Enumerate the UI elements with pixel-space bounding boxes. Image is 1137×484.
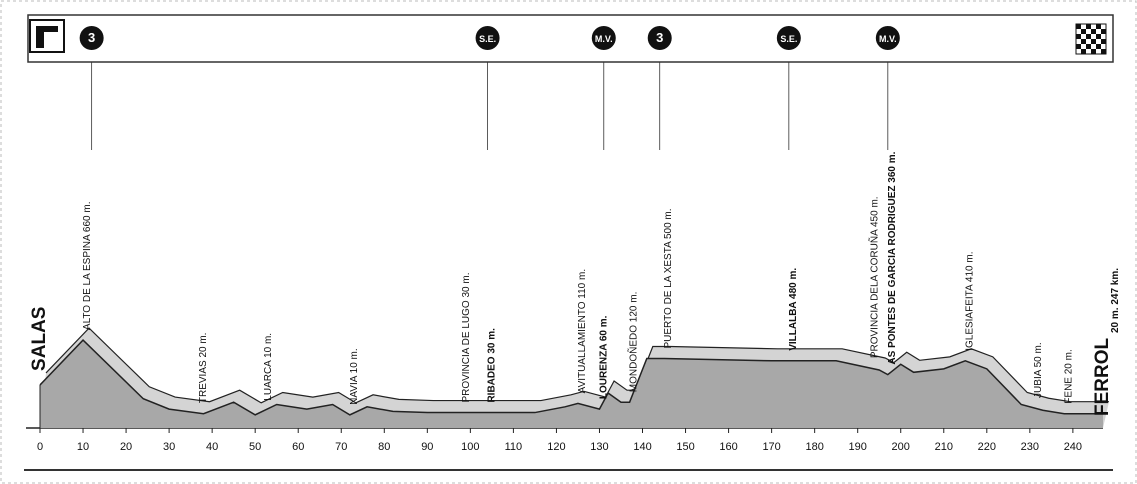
- flag-square: [1081, 29, 1086, 34]
- x-tick-label: 10: [77, 441, 89, 453]
- finish-flag: [1075, 23, 1107, 55]
- flag-square: [1076, 44, 1081, 49]
- place-label: JUBIA 50 m.: [1033, 342, 1044, 398]
- badge-label: S.E.: [780, 34, 797, 44]
- x-tick-label: 130: [590, 441, 608, 453]
- flag-square: [1076, 34, 1081, 39]
- badge: [776, 26, 801, 50]
- flag-square: [1086, 34, 1091, 39]
- flag-square: [1096, 24, 1101, 29]
- x-tick-label: 240: [1064, 441, 1082, 453]
- badge: [79, 26, 104, 50]
- badge-label: S.E.: [479, 34, 496, 44]
- badge-label: M.V.: [879, 34, 897, 44]
- place-label: SALAS: [29, 307, 50, 371]
- x-tick-label: 150: [676, 441, 694, 453]
- flag-square: [1081, 49, 1086, 54]
- place-label: FERROL: [1092, 338, 1113, 417]
- place-label: NAVIA 10 m.: [349, 348, 360, 405]
- flag-square: [1096, 44, 1101, 49]
- badge: [647, 26, 672, 50]
- x-tick-label: 200: [892, 441, 910, 453]
- place-label: LOURENZA 60 m.: [598, 315, 609, 399]
- x-tick-label: 190: [849, 441, 867, 453]
- flag-square: [1086, 24, 1091, 29]
- place-label: IGLESIAFEITA 410 m.: [964, 252, 975, 351]
- x-tick-label: 110: [505, 441, 523, 453]
- badge-label: M.V.: [595, 34, 613, 44]
- flag-square: [1101, 29, 1106, 34]
- place-label: AVITUALLAMIENTO 110 m.: [577, 269, 588, 393]
- x-tick-label: 100: [461, 441, 479, 453]
- x-tick-label: 70: [335, 441, 347, 453]
- flag-square: [1091, 39, 1096, 44]
- place-label: FENE 20 m.: [1063, 349, 1074, 403]
- x-tick-label: 90: [421, 441, 433, 453]
- flag-square: [1076, 24, 1081, 29]
- place-label: ALTO DE LA ESPINA 660 m.: [82, 202, 93, 331]
- flag-square: [1101, 39, 1106, 44]
- place-label: 20 m. 247 km.: [1110, 268, 1121, 333]
- badge-label: 3: [88, 30, 95, 45]
- x-tick-label: 230: [1021, 441, 1039, 453]
- place-label: RIBADEO 30 m.: [487, 328, 498, 403]
- badge: [475, 26, 500, 50]
- flag-square: [1101, 49, 1106, 54]
- x-tick-label: 220: [978, 441, 996, 453]
- flag-square: [1096, 34, 1101, 39]
- flag-square: [1091, 29, 1096, 34]
- place-label: PUERTO DE LA XESTA 500 m.: [663, 208, 674, 348]
- icon-banner: [27, 14, 1114, 63]
- x-tick-label: 40: [206, 441, 218, 453]
- x-tick-label: 120: [547, 441, 565, 453]
- x-tick-label: 20: [120, 441, 132, 453]
- place-label: VILLALBA 480 m.: [788, 268, 799, 351]
- x-tick-label: 170: [762, 441, 780, 453]
- x-tick-label: 0: [37, 441, 43, 453]
- flag-border: [1075, 23, 1107, 55]
- badge: [875, 26, 900, 50]
- badge: [591, 26, 616, 50]
- x-tick-label: 160: [719, 441, 737, 453]
- x-tick-label: 80: [378, 441, 390, 453]
- x-tick-label: 60: [292, 441, 304, 453]
- badge-label: 3: [656, 30, 663, 45]
- place-label: TREVIAS 20 m.: [198, 333, 209, 404]
- flag-square: [1086, 44, 1091, 49]
- place-label: MONDOÑEDO 120 m.: [627, 292, 640, 393]
- place-label: AS PONTES DE GARCIA RODRIGUEZ 360 m.: [887, 151, 898, 364]
- place-label: PROVINCIA DE LUGO 30 m.: [461, 273, 472, 403]
- profile-fill: [40, 340, 1103, 428]
- x-tick-label: 140: [633, 441, 651, 453]
- place-label: LUARCA 10 m.: [263, 333, 274, 401]
- flag-square: [1081, 39, 1086, 44]
- x-tick-label: 50: [249, 441, 261, 453]
- x-tick-label: 30: [163, 441, 175, 453]
- start-flag: [29, 19, 65, 53]
- profile-line: [39, 339, 1103, 416]
- place-label: PROVINCIA DELA CORUÑA 450 m.: [868, 196, 881, 358]
- x-tick-label: 180: [805, 441, 823, 453]
- x-tick-label: 210: [935, 441, 953, 453]
- flag-square: [1091, 49, 1096, 54]
